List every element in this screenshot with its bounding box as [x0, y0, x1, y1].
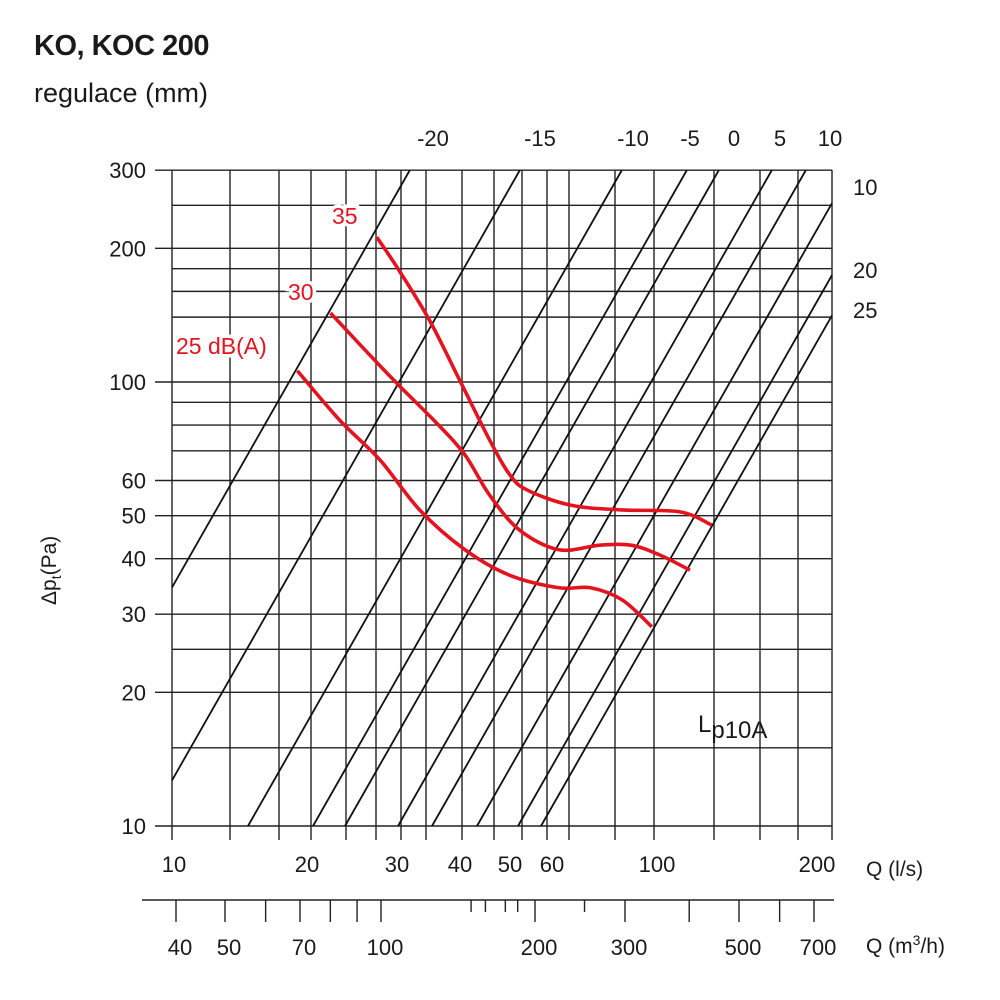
x2-title-main: Q (m [866, 935, 913, 958]
x2-title-end: /h) [920, 935, 945, 958]
annotation-sub: p10A [711, 717, 767, 744]
regulation-line [247, 169, 623, 827]
x2-tick-label: 50 [217, 935, 241, 960]
x-tick-label: 10 [162, 852, 186, 877]
series-label: 30 [288, 279, 314, 305]
y-tick-label: 50 [122, 504, 146, 529]
x2-tick-label: 70 [292, 935, 316, 960]
annotation-main: L [698, 711, 711, 738]
x2-tick-label: 500 [725, 935, 762, 960]
series-label: 35 [332, 203, 358, 229]
regulation-label-top: 5 [774, 126, 786, 151]
x2-tick-label: 700 [800, 935, 837, 960]
chart-subtitle: regulace (mm) [34, 78, 209, 108]
series-curve-35 [375, 236, 713, 527]
y-title-sub: t [48, 575, 64, 579]
x-tick-label: 20 [295, 852, 319, 877]
series-curve-25-db-a- [295, 369, 654, 629]
regulation-line [517, 274, 833, 827]
y-tick-label: 200 [109, 236, 146, 261]
x2-tick-label: 200 [521, 935, 558, 960]
regulation-line [344, 169, 720, 827]
y-tick-label: 40 [122, 547, 146, 572]
regulation-line [540, 315, 833, 827]
x-tick-label: 50 [498, 852, 522, 877]
x-tick-label: 100 [639, 852, 676, 877]
y-title-main: Δp [38, 579, 61, 605]
x-tick-label: 60 [540, 852, 564, 877]
x2-tick-label: 40 [168, 935, 192, 960]
x2-title-sup: 3 [913, 932, 921, 948]
regulation-label-top: -20 [417, 126, 449, 151]
y-tick-label: 20 [122, 680, 146, 705]
regulation-label-top: -15 [524, 126, 556, 151]
y-axis-title: Δpt(Pa) [38, 536, 64, 605]
x-axis-title: Q (l/s) [866, 858, 923, 881]
regulation-line [476, 202, 833, 827]
regulation-line [171, 169, 521, 781]
x2-tick-label: 300 [611, 935, 648, 960]
regulation-label-right: 20 [853, 258, 877, 283]
x-tick-label: 30 [385, 852, 409, 877]
y-title-unit: (Pa) [38, 536, 61, 576]
regulation-line [397, 169, 773, 827]
regulation-label-right: 10 [853, 175, 877, 200]
y-tick-label: 100 [109, 370, 146, 395]
regulation-label-top: -10 [617, 126, 649, 151]
series-label: 25 dB(A) [176, 333, 267, 359]
y-tick-label: 10 [122, 814, 146, 839]
regulation-line [431, 169, 807, 827]
y-tick-label: 300 [109, 158, 146, 183]
y-tick-label: 60 [122, 469, 146, 494]
x2-tick-label: 100 [367, 935, 404, 960]
regulation-line [171, 169, 411, 588]
series-curve-30 [329, 311, 691, 572]
lp10a-annotation: Lp10A [698, 711, 767, 744]
y-tick-label: 30 [122, 602, 146, 627]
regulation-label-top: 0 [728, 126, 740, 151]
x-tick-label: 40 [448, 852, 472, 877]
x2-axis-title: Q (m3/h) [866, 932, 945, 958]
x-tick-label: 200 [799, 852, 836, 877]
regulation-label-top: -5 [680, 126, 700, 151]
regulation-line [312, 169, 688, 827]
regulation-label-top: 10 [818, 126, 842, 151]
regulation-label-right: 25 [853, 298, 877, 323]
chart-title: KO, KOC 200 [34, 30, 210, 62]
